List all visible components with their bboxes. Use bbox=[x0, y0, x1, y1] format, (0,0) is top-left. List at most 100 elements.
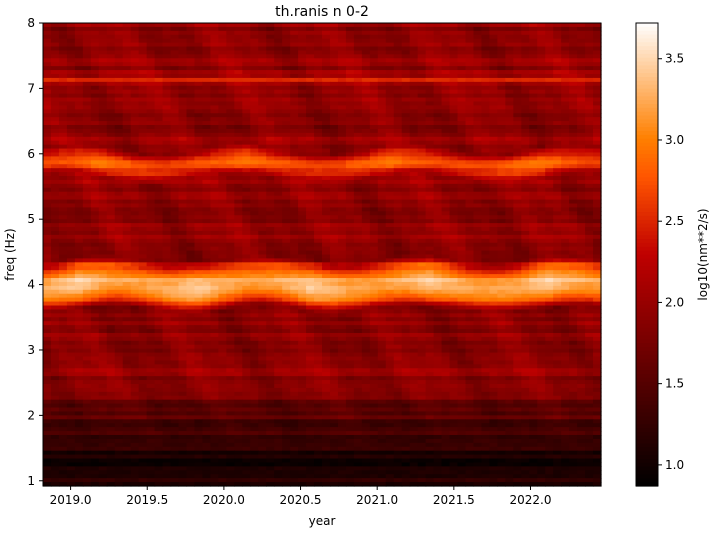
heatmap-cell bbox=[409, 109, 419, 114]
heatmap-cell bbox=[529, 242, 538, 248]
heatmap-cell bbox=[537, 254, 546, 260]
heatmap-cell bbox=[553, 246, 562, 252]
heatmap-cell bbox=[473, 168, 483, 173]
heatmap-cell bbox=[369, 227, 379, 232]
heatmap-cell bbox=[537, 93, 546, 99]
heatmap-cell bbox=[401, 234, 411, 240]
heatmap-cell bbox=[306, 42, 315, 48]
heatmap-cell bbox=[218, 74, 227, 79]
heatmap-cell bbox=[513, 66, 522, 71]
heatmap-cell bbox=[569, 297, 578, 303]
heatmap-cell bbox=[561, 105, 570, 110]
heatmap-cell bbox=[250, 136, 259, 142]
heatmap-cell bbox=[202, 81, 211, 87]
heatmap-cell bbox=[130, 203, 140, 209]
heatmap-cell bbox=[162, 77, 172, 83]
heatmap-cell bbox=[401, 223, 411, 228]
heatmap-cell bbox=[130, 285, 140, 291]
heatmap-cell bbox=[306, 179, 315, 185]
heatmap-cell bbox=[497, 140, 506, 146]
heatmap-cell bbox=[194, 262, 204, 267]
heatmap-cell bbox=[106, 278, 116, 283]
heatmap-cell bbox=[569, 215, 578, 220]
heatmap-cell bbox=[74, 148, 84, 154]
heatmap-cell bbox=[329, 117, 339, 122]
heatmap-cell bbox=[90, 121, 100, 126]
heatmap-cell bbox=[106, 38, 116, 44]
heatmap-cell bbox=[377, 121, 387, 126]
heatmap-cell bbox=[441, 30, 451, 36]
heatmap-cell bbox=[441, 254, 451, 260]
heatmap-cell bbox=[497, 203, 506, 209]
heatmap-cell bbox=[585, 117, 594, 122]
heatmap-cell bbox=[282, 227, 291, 232]
heatmap-cell bbox=[425, 183, 435, 189]
heatmap-cell bbox=[266, 77, 275, 83]
heatmap-cell bbox=[202, 199, 211, 205]
heatmap-cell bbox=[242, 207, 251, 212]
heatmap-cell bbox=[521, 85, 530, 91]
heatmap-cell bbox=[385, 211, 395, 216]
heatmap-cell bbox=[537, 274, 546, 279]
heatmap-cell bbox=[234, 262, 243, 267]
heatmap-cell bbox=[537, 30, 546, 36]
heatmap-cell bbox=[266, 89, 275, 95]
heatmap-cell bbox=[274, 179, 283, 185]
heatmap-cell bbox=[202, 42, 211, 48]
heatmap-cell bbox=[98, 230, 108, 236]
heatmap-cell bbox=[369, 207, 379, 212]
heatmap-cell bbox=[90, 125, 100, 130]
heatmap-cell bbox=[106, 285, 116, 291]
heatmap-cell bbox=[537, 42, 546, 48]
heatmap-cell bbox=[43, 50, 52, 55]
heatmap-cell bbox=[393, 160, 403, 165]
heatmap-cell bbox=[106, 219, 116, 224]
heatmap-cell bbox=[441, 179, 451, 185]
heatmap-cell bbox=[489, 199, 498, 205]
heatmap-cell bbox=[465, 160, 475, 165]
heatmap-cell bbox=[505, 85, 514, 91]
heatmap-cell bbox=[306, 281, 315, 287]
heatmap-cell bbox=[361, 172, 371, 177]
heatmap-cell bbox=[513, 30, 522, 36]
heatmap-cell bbox=[489, 101, 498, 106]
heatmap-cell bbox=[425, 42, 435, 48]
heatmap-cell bbox=[513, 246, 522, 252]
heatmap-cell bbox=[361, 74, 371, 79]
heatmap-cell bbox=[529, 74, 538, 79]
heatmap-cell bbox=[377, 176, 387, 181]
heatmap-cell bbox=[258, 70, 267, 75]
heatmap-cell bbox=[345, 144, 355, 150]
heatmap-cell bbox=[90, 38, 100, 44]
heatmap-cell bbox=[138, 34, 148, 40]
heatmap-cell bbox=[329, 38, 339, 44]
heatmap-cell bbox=[50, 89, 60, 95]
heatmap-cell bbox=[513, 38, 522, 44]
heatmap-cell bbox=[154, 109, 164, 114]
heatmap-cell bbox=[497, 199, 506, 205]
heatmap-cell bbox=[98, 136, 108, 142]
heatmap-cell bbox=[369, 46, 379, 52]
heatmap-cell bbox=[585, 34, 594, 40]
heatmap-cell bbox=[449, 136, 459, 142]
heatmap-cell bbox=[537, 85, 546, 91]
heatmap-cell bbox=[138, 74, 148, 79]
heatmap-cell bbox=[202, 274, 211, 279]
heatmap-cell bbox=[194, 191, 204, 197]
heatmap-cell bbox=[505, 262, 514, 267]
heatmap-cell bbox=[329, 187, 339, 193]
heatmap-cell bbox=[138, 38, 148, 44]
heatmap-cell bbox=[425, 203, 435, 209]
heatmap-cell bbox=[545, 211, 554, 216]
heatmap-cell bbox=[329, 238, 339, 244]
heatmap-cell bbox=[577, 117, 586, 122]
heatmap-cell bbox=[361, 258, 371, 263]
heatmap-cell bbox=[202, 195, 211, 201]
heatmap-cell bbox=[457, 101, 467, 106]
heatmap-cell bbox=[114, 219, 124, 224]
heatmap-cell bbox=[306, 195, 315, 201]
heatmap-cell bbox=[306, 46, 315, 52]
heatmap-cell bbox=[154, 26, 164, 32]
heatmap-cell bbox=[537, 187, 546, 193]
heatmap-cell bbox=[210, 89, 219, 95]
